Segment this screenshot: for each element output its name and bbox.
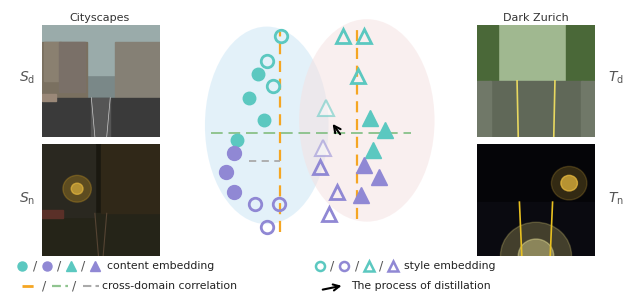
Text: /: / <box>81 260 86 273</box>
Text: Dark Zurich: Dark Zurich <box>504 13 569 23</box>
Bar <box>477 25 595 81</box>
Circle shape <box>518 239 554 273</box>
Circle shape <box>71 183 83 194</box>
Circle shape <box>63 175 92 202</box>
Text: The process of distillation: The process of distillation <box>351 281 490 291</box>
Text: /: / <box>330 260 335 273</box>
Bar <box>101 144 160 213</box>
Text: /: / <box>33 260 37 273</box>
Text: $T_{\mathregular{d}}$: $T_{\mathregular{d}}$ <box>608 70 623 86</box>
Circle shape <box>561 175 577 191</box>
Bar <box>42 25 160 75</box>
Text: style embedding: style embedding <box>404 261 496 271</box>
Text: Cityscapes: Cityscapes <box>69 13 129 23</box>
Text: cross-domain correlation: cross-domain correlation <box>102 281 237 291</box>
Circle shape <box>500 222 572 289</box>
Bar <box>42 98 160 137</box>
Text: /: / <box>42 280 46 293</box>
Text: /: / <box>379 260 383 273</box>
Bar <box>581 81 595 137</box>
Bar <box>92 98 110 137</box>
Text: /: / <box>57 260 61 273</box>
Text: $T_{\mathregular{n}}$: $T_{\mathregular{n}}$ <box>608 190 623 207</box>
Bar <box>477 25 498 86</box>
Bar <box>477 81 491 137</box>
Bar <box>115 42 160 101</box>
Bar <box>477 202 595 256</box>
Bar <box>42 210 63 218</box>
Text: content embedding: content embedding <box>107 261 214 271</box>
Bar <box>60 42 85 92</box>
Text: /: / <box>72 280 76 293</box>
Text: $S_{\mathregular{n}}$: $S_{\mathregular{n}}$ <box>19 190 35 207</box>
Circle shape <box>552 166 587 200</box>
Bar <box>566 25 595 92</box>
Bar <box>42 94 56 101</box>
Ellipse shape <box>299 19 435 222</box>
Bar <box>42 213 160 256</box>
Bar <box>42 42 86 103</box>
Text: /: / <box>355 260 359 273</box>
Text: $S_{\mathregular{d}}$: $S_{\mathregular{d}}$ <box>19 70 35 86</box>
Ellipse shape <box>205 26 328 224</box>
Bar <box>42 144 95 217</box>
Bar <box>489 81 583 137</box>
Bar <box>44 42 61 81</box>
